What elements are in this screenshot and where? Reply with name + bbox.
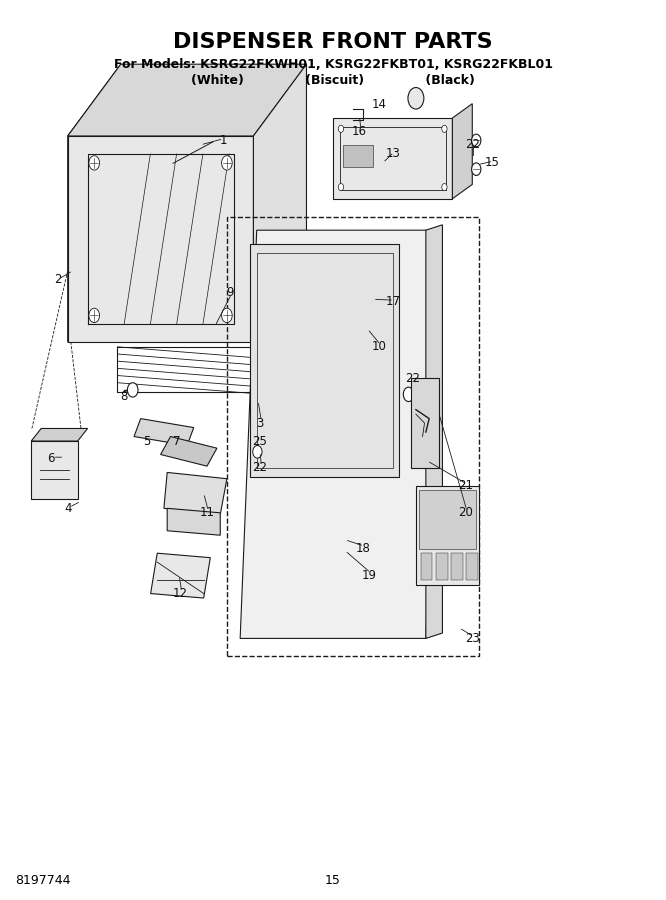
Text: 15: 15 bbox=[325, 874, 341, 887]
Polygon shape bbox=[416, 486, 479, 585]
Polygon shape bbox=[343, 145, 373, 167]
Polygon shape bbox=[164, 472, 227, 515]
Text: 1: 1 bbox=[220, 134, 227, 147]
Circle shape bbox=[442, 125, 447, 132]
Polygon shape bbox=[452, 104, 472, 199]
Polygon shape bbox=[420, 554, 432, 580]
Polygon shape bbox=[320, 284, 363, 319]
Polygon shape bbox=[151, 554, 210, 598]
Circle shape bbox=[408, 87, 424, 109]
Text: (White)              (Biscuit)              (Black): (White) (Biscuit) (Black) bbox=[191, 74, 475, 86]
Text: 22: 22 bbox=[252, 462, 268, 474]
Text: 23: 23 bbox=[465, 632, 480, 645]
Text: 14: 14 bbox=[372, 98, 387, 111]
Polygon shape bbox=[412, 378, 439, 468]
Text: 11: 11 bbox=[200, 507, 214, 519]
Circle shape bbox=[472, 134, 481, 147]
Circle shape bbox=[472, 163, 481, 176]
Text: 21: 21 bbox=[458, 480, 473, 492]
Text: 3: 3 bbox=[256, 417, 264, 429]
Polygon shape bbox=[31, 441, 78, 500]
Text: 5: 5 bbox=[144, 435, 151, 447]
Text: 12: 12 bbox=[173, 587, 188, 600]
Text: 18: 18 bbox=[356, 542, 370, 555]
Text: 13: 13 bbox=[385, 148, 400, 160]
Polygon shape bbox=[466, 554, 478, 580]
Circle shape bbox=[253, 446, 262, 458]
Text: 19: 19 bbox=[362, 569, 377, 582]
Text: For Models: KSRG22FKWH01, KSRG22FKBT01, KSRG22FKBL01: For Models: KSRG22FKWH01, KSRG22FKBT01, … bbox=[113, 58, 553, 71]
Circle shape bbox=[404, 387, 414, 401]
Text: 22: 22 bbox=[405, 372, 420, 384]
Polygon shape bbox=[240, 230, 442, 638]
Polygon shape bbox=[31, 428, 88, 441]
Circle shape bbox=[442, 184, 447, 191]
Text: 10: 10 bbox=[372, 340, 387, 354]
Polygon shape bbox=[250, 244, 400, 477]
Text: 7: 7 bbox=[173, 435, 181, 447]
Circle shape bbox=[127, 382, 138, 397]
Circle shape bbox=[222, 156, 232, 170]
Polygon shape bbox=[68, 64, 121, 342]
Text: 8197744: 8197744 bbox=[15, 874, 70, 887]
Bar bbox=[227, 217, 479, 656]
Circle shape bbox=[338, 125, 344, 132]
Text: 4: 4 bbox=[64, 502, 71, 515]
Polygon shape bbox=[426, 225, 442, 638]
Text: 15: 15 bbox=[485, 157, 500, 169]
Circle shape bbox=[89, 156, 99, 170]
Polygon shape bbox=[451, 554, 463, 580]
Polygon shape bbox=[346, 320, 383, 362]
Text: 22: 22 bbox=[465, 139, 480, 151]
Circle shape bbox=[261, 422, 269, 433]
Circle shape bbox=[89, 308, 99, 322]
Polygon shape bbox=[254, 64, 306, 342]
Circle shape bbox=[222, 308, 232, 322]
Text: 9: 9 bbox=[226, 286, 234, 300]
Text: 20: 20 bbox=[458, 507, 473, 519]
Circle shape bbox=[338, 184, 344, 191]
Text: DISPENSER FRONT PARTS: DISPENSER FRONT PARTS bbox=[173, 32, 493, 52]
Polygon shape bbox=[370, 346, 393, 382]
Polygon shape bbox=[333, 118, 452, 199]
Text: 16: 16 bbox=[352, 125, 367, 138]
Polygon shape bbox=[161, 436, 217, 466]
Polygon shape bbox=[134, 418, 194, 446]
Text: 2: 2 bbox=[54, 273, 61, 286]
Polygon shape bbox=[436, 554, 448, 580]
Polygon shape bbox=[167, 508, 220, 536]
Polygon shape bbox=[419, 491, 476, 549]
Text: 17: 17 bbox=[385, 295, 400, 309]
Text: 8: 8 bbox=[121, 390, 128, 402]
Text: 6: 6 bbox=[47, 453, 55, 465]
Polygon shape bbox=[68, 136, 254, 342]
Polygon shape bbox=[68, 64, 306, 136]
Text: 25: 25 bbox=[252, 435, 268, 447]
